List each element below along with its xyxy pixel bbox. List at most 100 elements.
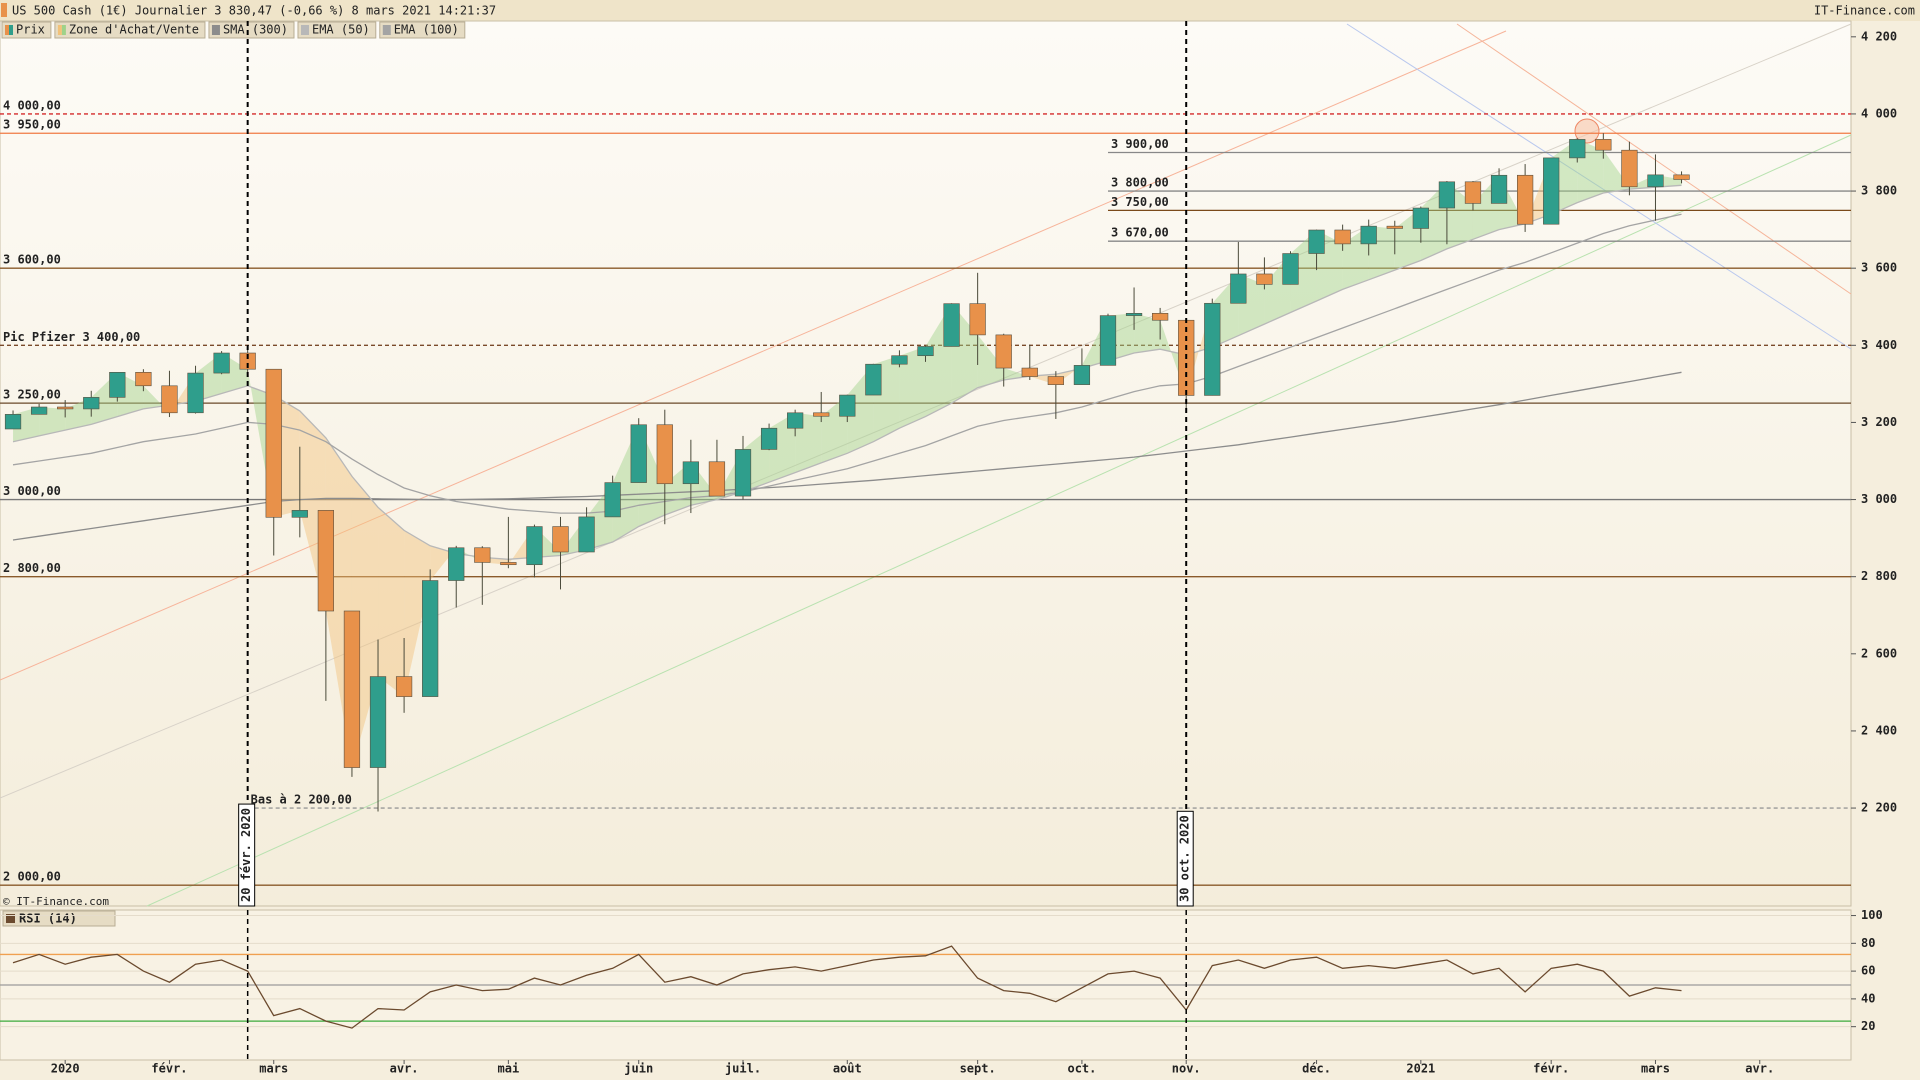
- level-label: 2 000,00: [3, 870, 61, 884]
- candle-body: [734, 449, 752, 497]
- level-label: 3 250,00: [3, 388, 61, 402]
- candle-body: [1334, 229, 1351, 245]
- candle-body: [813, 412, 830, 417]
- legend-swatch: [61, 25, 66, 35]
- level-label: 3 600,00: [3, 253, 61, 267]
- candle-body: [4, 414, 22, 430]
- level-label: 2 800,00: [3, 561, 61, 575]
- zone-area: [378, 507, 405, 697]
- marker-label: 30 oct. 2020: [1178, 815, 1192, 902]
- candle-body: [30, 406, 48, 415]
- candle-body: [1308, 229, 1325, 254]
- marker-label-box: [1176, 810, 1194, 907]
- candle-body: [1230, 273, 1247, 304]
- legend-item: EMA (100): [379, 21, 466, 39]
- candle-body: [1595, 139, 1612, 151]
- level-label: 3 000,00: [3, 484, 61, 498]
- rsi-y-tick-label: 60: [1861, 964, 1875, 978]
- legend-swatch: [5, 25, 9, 35]
- x-tick-label: mars: [1641, 1062, 1670, 1076]
- trend-line: [1346, 23, 1852, 350]
- candle-body: [1543, 157, 1560, 225]
- candle-body: [1204, 302, 1221, 396]
- peak-circle: [1574, 118, 1600, 144]
- rsi-line: [12, 945, 1682, 1029]
- level-label: 3 750,00: [1111, 195, 1169, 209]
- zone-area: [1134, 313, 1161, 354]
- legend-swatch: [300, 25, 309, 35]
- level-label: 3 800,00: [1111, 176, 1169, 190]
- level-label: 3 900,00: [1111, 137, 1169, 151]
- candle-body: [526, 526, 543, 566]
- x-tick-label: mars: [259, 1062, 288, 1076]
- candle-body: [943, 303, 960, 347]
- candle-body: [1282, 253, 1299, 285]
- candle-body: [760, 427, 778, 450]
- rsi-swatch: [6, 914, 15, 923]
- legend-item: Prix: [1, 21, 52, 39]
- rsi-y-tick-label: 80: [1861, 936, 1875, 950]
- candle-body: [343, 610, 361, 768]
- x-tick-label: août: [833, 1062, 862, 1076]
- legend-label: SMA (300): [223, 23, 288, 37]
- x-tick-label: juil.: [725, 1062, 761, 1076]
- legend-label: EMA (100): [394, 23, 459, 37]
- rsi-y-tick-label: 40: [1861, 991, 1875, 1005]
- legend-box: [379, 21, 466, 39]
- candle-body: [1621, 149, 1638, 188]
- zone-area: [977, 334, 1004, 388]
- trend-line: [146, 134, 1852, 907]
- candle-body: [500, 562, 517, 566]
- x-tick-label: 2020: [51, 1062, 80, 1076]
- candle-body: [109, 372, 126, 398]
- candle-body: [291, 510, 308, 518]
- candle-body: [708, 461, 726, 497]
- candle-body: [1386, 225, 1403, 229]
- candle-body: [187, 372, 204, 414]
- zone-area: [899, 346, 926, 429]
- chart-title: US 500 Cash (1€) Journalier 3 830,47 (-0…: [12, 4, 496, 18]
- x-tick-label: mai: [498, 1062, 520, 1076]
- candle-body: [265, 368, 282, 518]
- source: IT-Finance.com: [1814, 4, 1915, 18]
- y-tick-label: 2 400: [1861, 723, 1897, 737]
- x-tick-label: juin: [624, 1062, 653, 1076]
- x-tick-label: sept.: [960, 1062, 996, 1076]
- legend-swatch: [9, 25, 13, 35]
- x-tick-label: nov.: [1172, 1062, 1201, 1076]
- candle-body: [1021, 367, 1038, 377]
- header-icon: [1, 3, 7, 17]
- candle-body: [1673, 174, 1690, 180]
- legend-box: [1, 21, 52, 39]
- y-tick-label: 2 200: [1861, 801, 1897, 815]
- candle-body: [552, 526, 569, 553]
- rsi-y-tick-label: 100: [1861, 908, 1883, 922]
- candle-body: [917, 346, 934, 357]
- legend-swatch: [211, 25, 220, 35]
- y-tick-label: 4 200: [1861, 29, 1897, 43]
- copyright: © IT-Finance.com: [3, 895, 109, 908]
- x-tick-label: avr.: [1745, 1062, 1774, 1076]
- legend-box: [54, 21, 206, 39]
- candle-body: [1464, 181, 1482, 204]
- level-label: 3 670,00: [1111, 226, 1169, 240]
- candle-body: [1099, 315, 1117, 366]
- x-tick-label: oct.: [1067, 1062, 1096, 1076]
- x-tick-label: févr.: [151, 1062, 187, 1076]
- candle-body: [369, 676, 387, 768]
- candle-body: [1256, 273, 1273, 285]
- rsi-legend-box: [2, 910, 116, 927]
- x-tick-label: déc.: [1302, 1062, 1331, 1076]
- trend-line: [1456, 23, 1852, 295]
- candle-body: [1647, 174, 1664, 188]
- candle-body: [578, 516, 595, 553]
- y-tick-label: 3 200: [1861, 415, 1897, 429]
- candle-body: [604, 482, 621, 518]
- candle-body: [1516, 174, 1534, 225]
- legend-box: [297, 21, 377, 39]
- candle-body: [1047, 376, 1064, 385]
- candle-body: [891, 355, 908, 365]
- candle-body: [57, 406, 74, 410]
- y-tick-label: 3 000: [1861, 492, 1897, 506]
